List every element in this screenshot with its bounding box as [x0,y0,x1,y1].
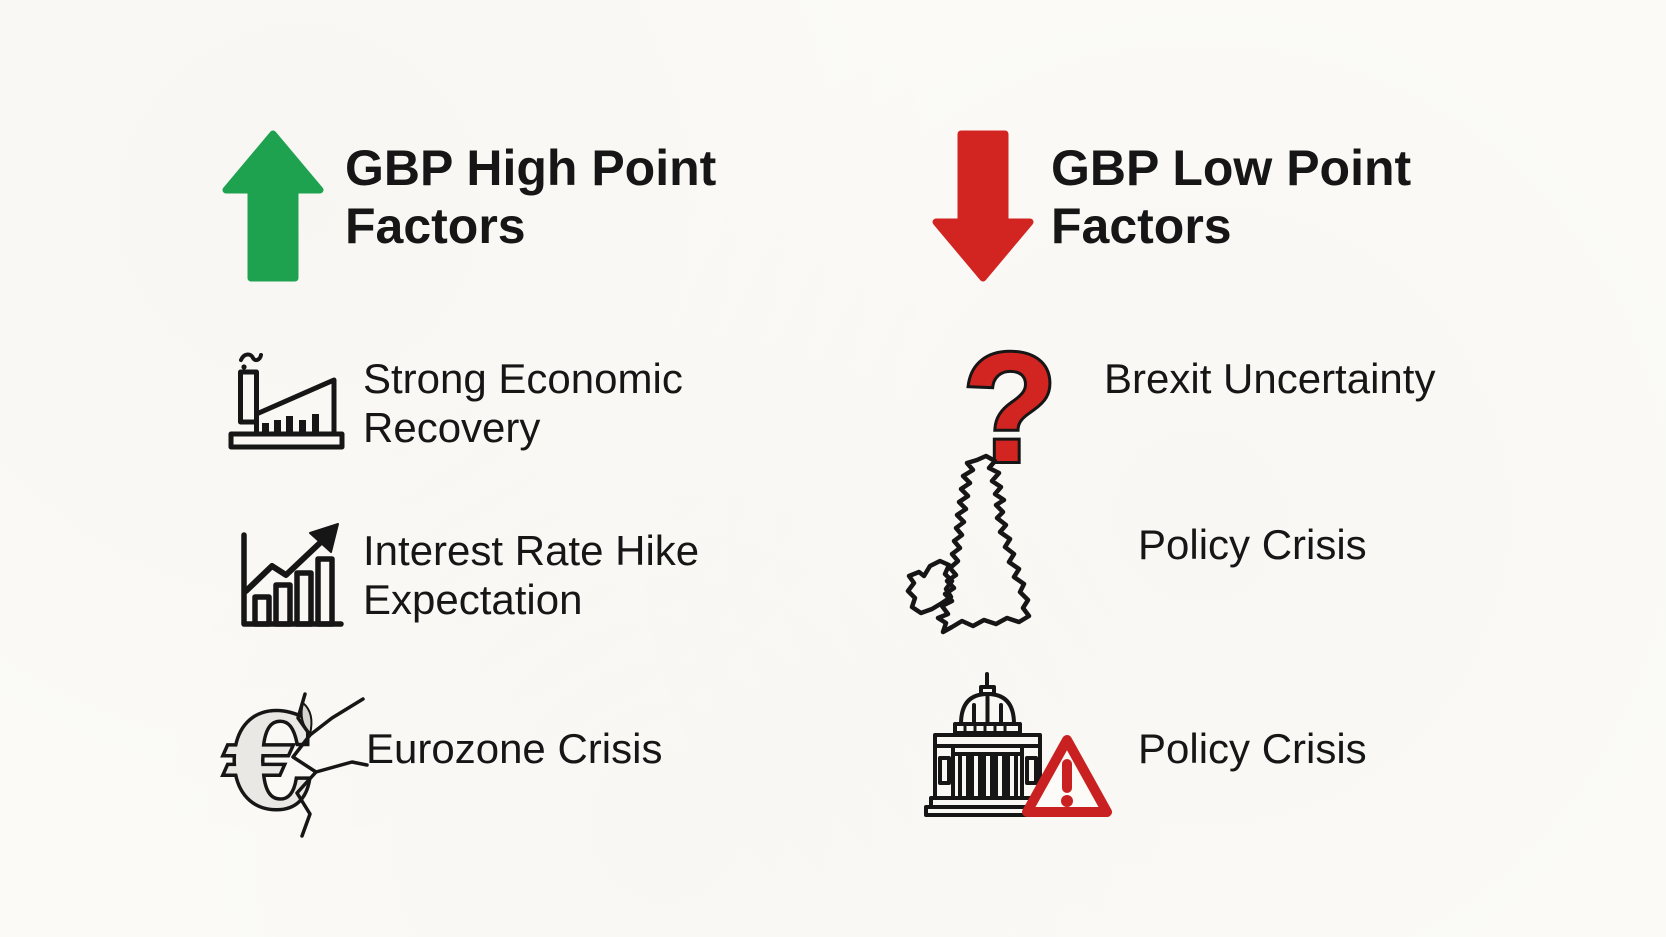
factor-label-eurozone-crisis: Eurozone Crisis [366,725,663,772]
factor-label-rate-hike: Interest Rate Hike Expectation [363,527,700,624]
cracked-euro-icon: € [222,685,369,840]
gbp-low-title: GBP Low Point Factors [1051,140,1412,254]
factory-growth-icon [228,352,345,450]
factor-label-economic-recovery: Strong Economic Recovery [363,355,683,452]
gbp-high-title: GBP High Point Factors [345,140,717,254]
down-arrow-icon [932,130,1034,282]
factor-label-policy-crisis-1: Policy Crisis [1138,521,1367,568]
factor-label-brexit-uncertainty: Brexit Uncertainty [1104,355,1436,402]
rising-chart-icon [241,523,344,627]
factor-label-policy-crisis-2: Policy Crisis [1138,725,1367,772]
up-arrow-icon [222,130,324,282]
question-mark-icon: ? [960,318,1061,497]
question-mark-glyph: ? [963,321,1058,494]
government-building-icon [924,672,1051,817]
warning-triangle-icon [1022,735,1112,817]
government-building-warning-icon [924,672,1112,817]
uk-map-icon [905,453,1032,635]
